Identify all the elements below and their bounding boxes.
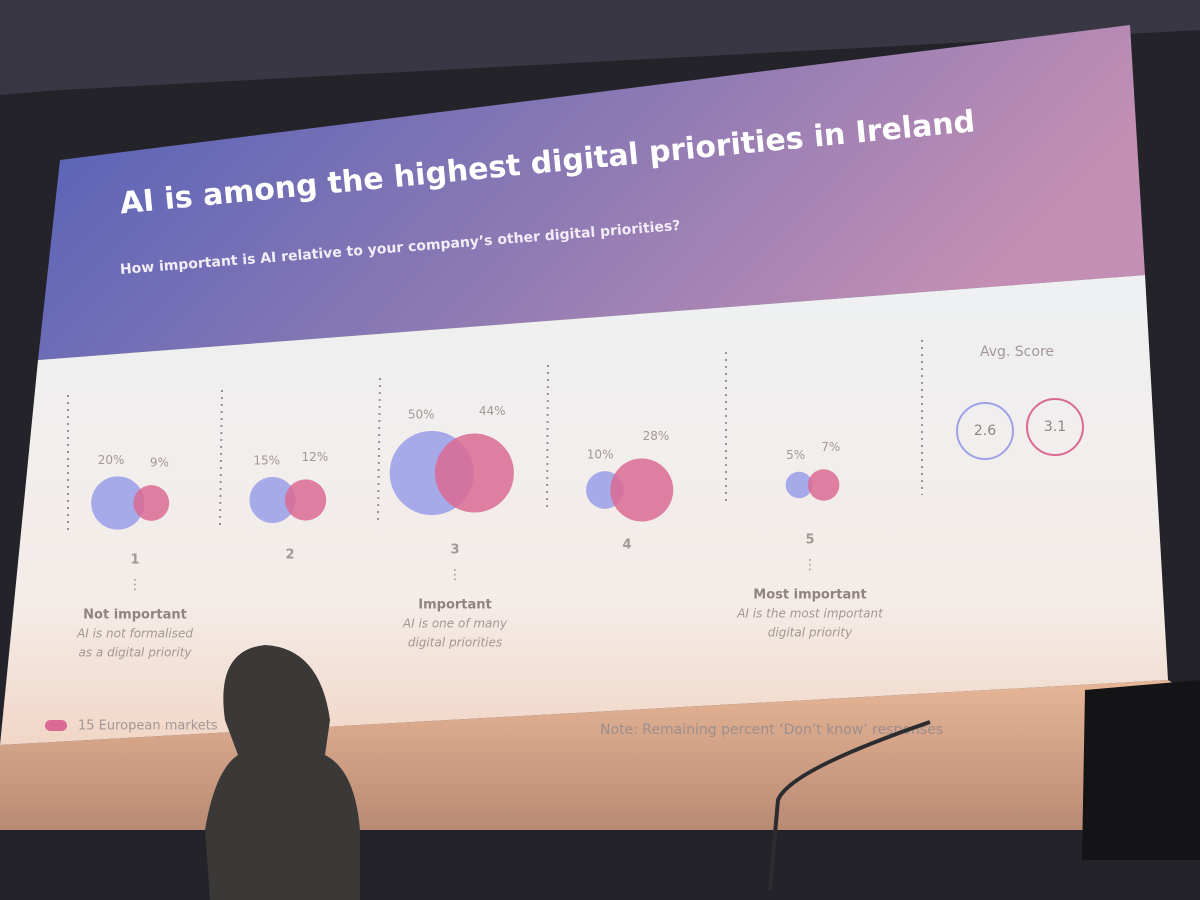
slide-header: [38, 25, 1145, 360]
value-label: 50%: [408, 407, 435, 421]
annotation-text: AI is one of many: [402, 617, 508, 631]
value-label: 12%: [302, 450, 329, 464]
annotation-text: AI is the most important: [736, 607, 884, 621]
annotation-heading: Not important: [83, 608, 187, 623]
presenter: [205, 645, 360, 900]
separator: [219, 389, 223, 526]
value-label: 5%: [786, 448, 805, 462]
annotation-text: as a digital priority: [79, 646, 193, 660]
value-label: 9%: [150, 456, 169, 470]
value-label: 10%: [587, 448, 614, 462]
category-label: 2: [285, 548, 294, 563]
bubble: [610, 458, 674, 522]
slide-body: [0, 275, 1168, 745]
legend-swatch: [45, 720, 67, 731]
bubble: [91, 476, 145, 530]
value-label: 44%: [479, 404, 506, 418]
bubble: [249, 476, 296, 524]
bubble: [133, 485, 170, 521]
annotation-heading: Most important: [753, 588, 866, 603]
bubble: [284, 479, 327, 521]
annotation-text: digital priority: [768, 626, 853, 640]
avg-score-ring: [956, 402, 1014, 460]
value-label: 28%: [643, 429, 670, 443]
bubble: [807, 469, 840, 501]
note: Note: Remaining percent ‘Don’t know’ res…: [600, 722, 943, 738]
avg-score-ring: [1026, 398, 1084, 456]
value-label: 15%: [253, 453, 280, 467]
bubble: [785, 471, 813, 499]
legend-label: 15 European markets: [78, 719, 218, 734]
separator: [377, 377, 381, 521]
avg-score-value: 2.6: [974, 423, 996, 439]
annotation-dots: ⋮: [803, 557, 817, 573]
bubble-chart: 20% 9% 1 15% 12% 2 50% 44% 3 10% 28% 4 5% 7% 5 ⋮ Not imp…: [45, 344, 1084, 734]
monitor: [1082, 680, 1200, 860]
ceiling: [0, 0, 1200, 95]
category-label: 5: [805, 533, 814, 548]
value-label: 7%: [821, 440, 840, 454]
annotation-text: digital priorities: [408, 636, 502, 650]
annotation-text: AI is not formalised: [76, 627, 193, 641]
avg-score-title: Avg. Score: [980, 344, 1054, 360]
avg-score-value: 3.1: [1044, 419, 1066, 435]
category-label: 1: [130, 553, 139, 568]
category-label: 4: [622, 538, 631, 553]
microphone: [768, 720, 931, 891]
bubble: [434, 433, 514, 513]
category-label: 3: [450, 543, 459, 558]
annotation-dots: ⋮: [448, 567, 462, 583]
value-label: 20%: [98, 453, 125, 467]
annotation-dots: ⋮: [128, 577, 142, 593]
annotation-heading: Important: [418, 598, 492, 613]
